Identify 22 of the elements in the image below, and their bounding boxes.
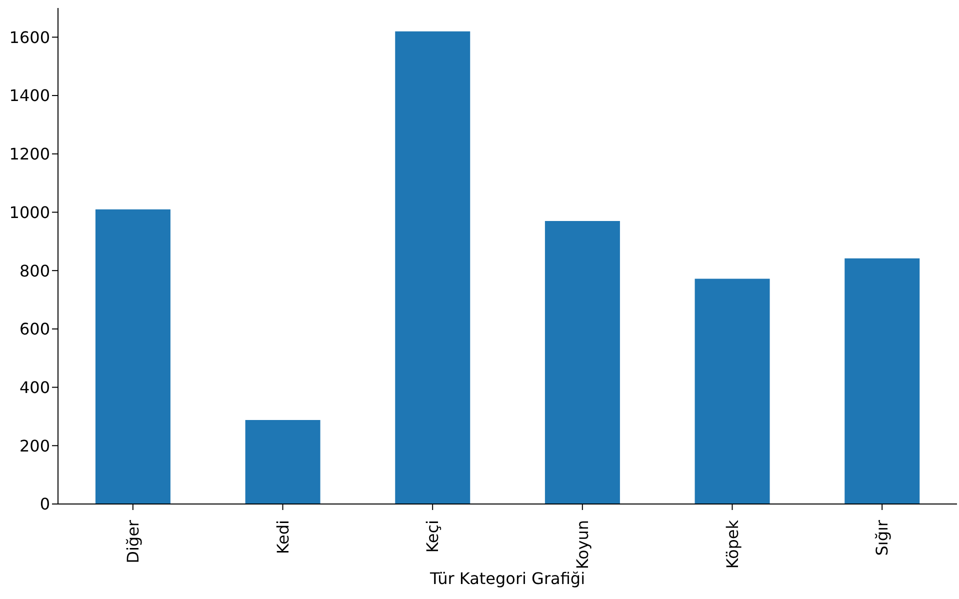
bar	[245, 420, 320, 504]
x-tick-label: Sığır	[872, 520, 892, 556]
y-tick-label: 1200	[9, 144, 50, 164]
x-tick-label: Köpek	[722, 519, 742, 569]
bar	[95, 209, 170, 504]
y-tick-label: 400	[19, 378, 50, 397]
y-tick-label: 0	[40, 494, 50, 514]
x-axis-title: Tür Kategori Grafiği	[428, 569, 586, 588]
y-tick-label: 1600	[9, 28, 50, 47]
y-tick-label: 800	[19, 261, 50, 280]
y-tick-label: 600	[19, 320, 50, 339]
bar	[544, 220, 620, 504]
y-tick-label: 1000	[9, 202, 50, 222]
bar	[844, 258, 920, 504]
x-tick-label: Diğer	[123, 520, 142, 564]
y-tick-label: 1400	[9, 86, 50, 106]
bar	[395, 31, 470, 504]
bar	[694, 278, 770, 504]
x-tick-label: Keçi	[423, 520, 442, 553]
x-tick-label: Koyun	[572, 520, 592, 570]
x-tick-label: Kedi	[273, 520, 292, 554]
y-tick-label: 200	[19, 436, 50, 456]
